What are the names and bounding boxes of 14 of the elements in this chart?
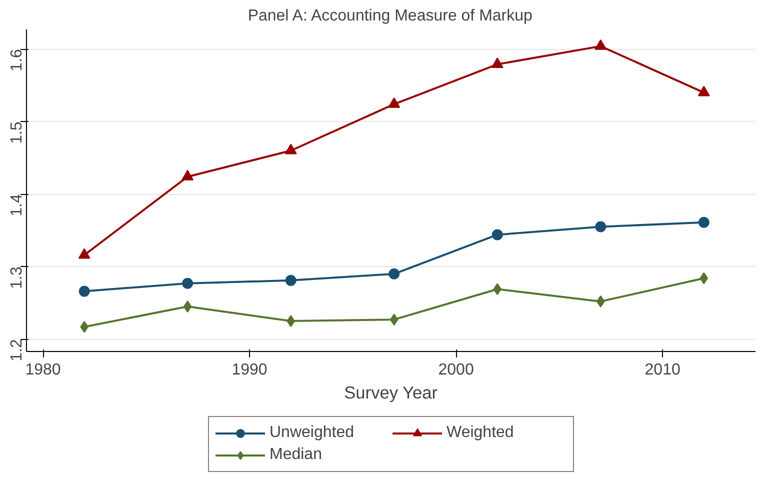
y-tick-label: 1.4 <box>8 194 26 216</box>
x-axis-title: Survey Year <box>344 382 438 402</box>
x-tick-label: 2010 <box>644 362 680 378</box>
legend-label: Unweighted <box>270 424 355 442</box>
y-tick-label: 1.5 <box>8 122 26 144</box>
x-tick-label: 1990 <box>232 362 268 378</box>
legend-label: Median <box>270 446 323 464</box>
y-tick-label: 1.2 <box>8 339 26 362</box>
y-tick-label: 1.6 <box>8 48 26 72</box>
y-tick-label: 1.3 <box>8 266 26 289</box>
x-tick-label: 1980 <box>25 362 61 378</box>
x-tick-label: 2000 <box>438 362 474 378</box>
legend-label: Weighted <box>446 424 515 442</box>
chart-title: Panel A: Accounting Measure of Markup <box>248 8 533 24</box>
